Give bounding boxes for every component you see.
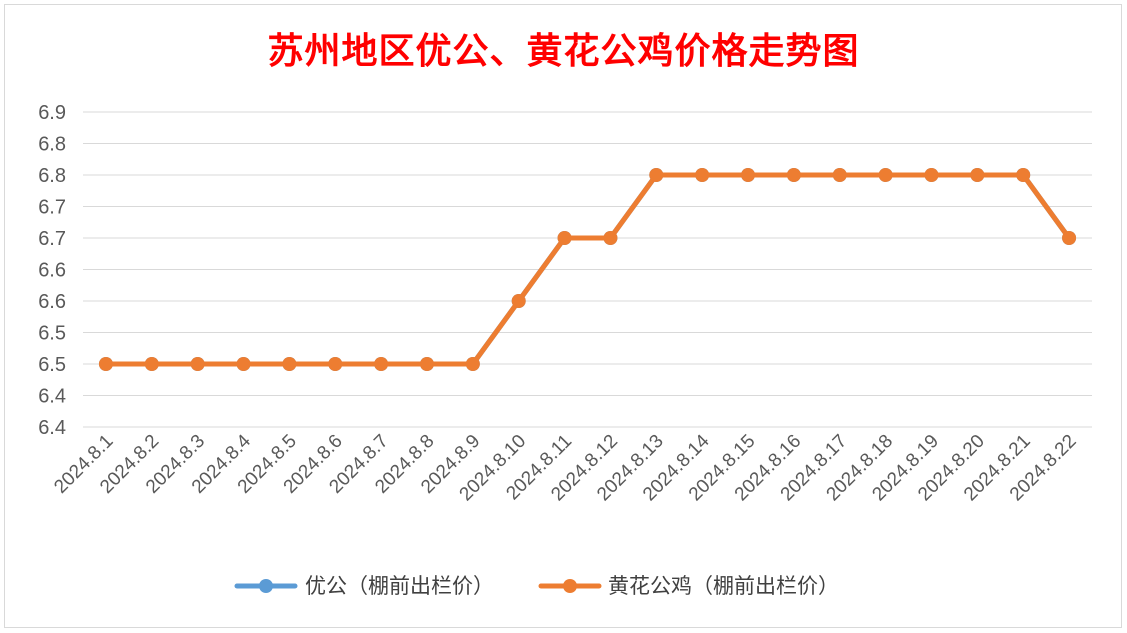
data-point: [190, 357, 205, 371]
y-tick-label: 6.6: [38, 260, 66, 282]
legend-swatch-marker: [259, 579, 273, 593]
legend-label: 优公（棚前出栏价）: [305, 574, 494, 598]
y-tick-label: 6.7: [38, 228, 66, 250]
data-point: [832, 168, 847, 182]
data-point: [419, 357, 434, 371]
chart-title: 苏州地区优公、黄花公鸡价格走势图: [267, 30, 860, 72]
data-point: [603, 231, 618, 245]
y-tick-label: 6.9: [38, 102, 66, 124]
data-point: [236, 357, 251, 371]
x-axis-ticks: 2024.8.12024.8.22024.8.32024.8.42024.8.5…: [50, 430, 1080, 505]
y-tick-label: 6.5: [38, 323, 66, 345]
data-point: [465, 357, 480, 371]
data-point: [374, 357, 389, 371]
y-tick-label: 6.8: [38, 134, 66, 156]
y-tick-label: 6.7: [38, 197, 66, 219]
series-line: [103, 172, 1072, 367]
y-tick-label: 6.8: [38, 165, 66, 187]
series-layer: [98, 168, 1077, 371]
data-point: [741, 168, 756, 182]
data-point: [924, 168, 939, 182]
data-point: [878, 168, 893, 182]
data-point: [695, 168, 710, 182]
data-point: [511, 294, 526, 308]
y-axis-ticks: 6.4 6.4 6.5 6.5 6.6 6.6 6.7 6.7 6.8 6.8 6.9: [38, 102, 66, 439]
data-point: [328, 357, 343, 371]
y-tick-label: 6.5: [38, 354, 66, 376]
series-2: [98, 168, 1077, 371]
data-point: [786, 168, 801, 182]
data-point: [1016, 168, 1031, 182]
legend-label: 黄花公鸡（棚前出栏价）: [608, 574, 839, 598]
data-point: [144, 357, 159, 371]
data-point: [98, 357, 113, 371]
chart-frame: [4, 4, 1122, 628]
gridlines: [83, 111, 1092, 428]
data-point: [557, 231, 572, 245]
data-point: [282, 357, 297, 371]
data-point: [970, 168, 985, 182]
y-tick-label: 6.6: [38, 291, 66, 313]
y-tick-label: 6.4: [38, 417, 66, 439]
legend: 优公（棚前出栏价） 黄花公鸡（棚前出栏价）: [234, 574, 839, 598]
data-point: [1062, 231, 1077, 245]
y-tick-label: 6.4: [38, 386, 66, 408]
legend-swatch-marker: [563, 579, 577, 593]
data-point: [649, 168, 664, 182]
